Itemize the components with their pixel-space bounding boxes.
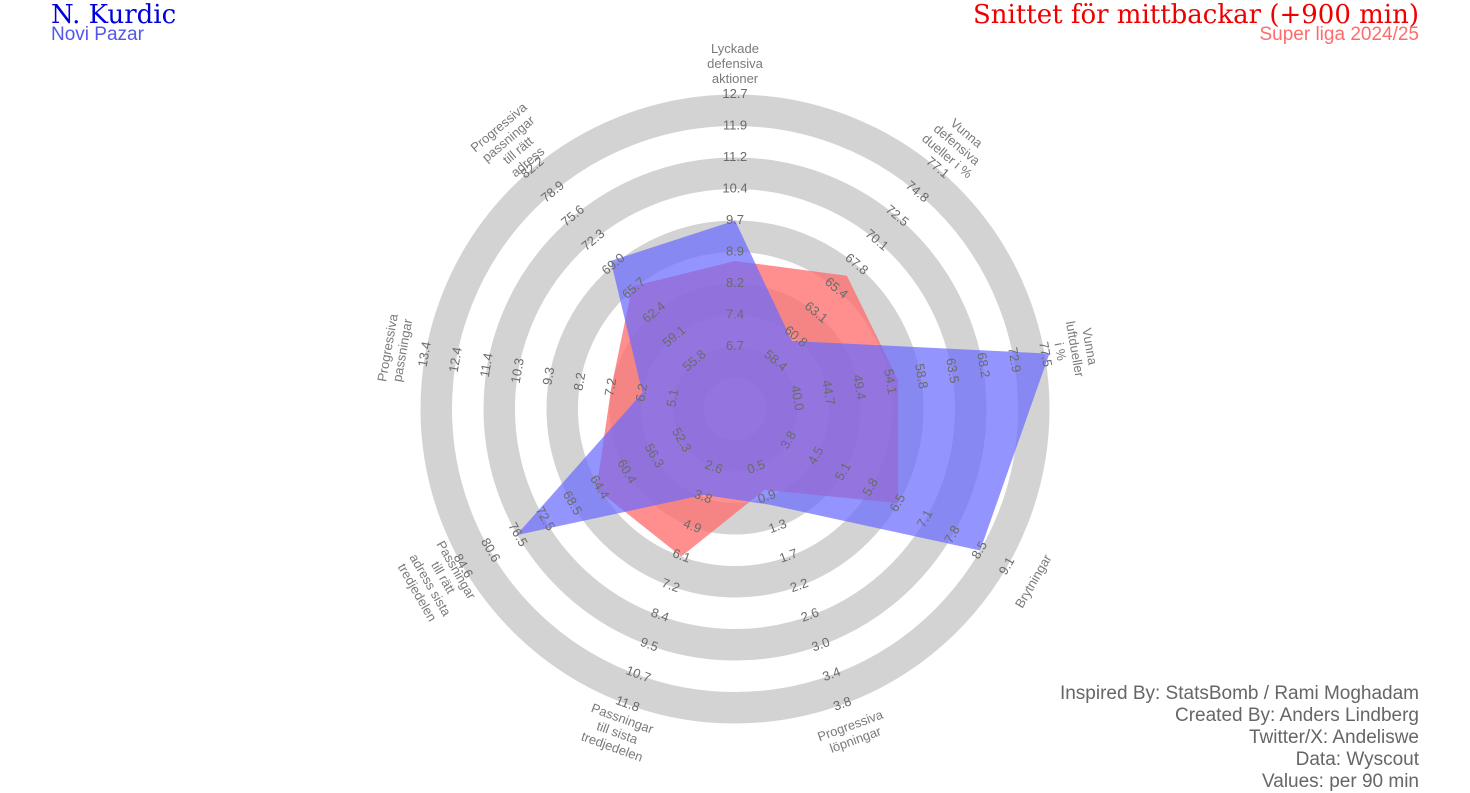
credit-created: Created By: Anders Lindberg xyxy=(1175,705,1419,726)
tick-label: 3.0 xyxy=(810,634,832,654)
axis-label: Progressivalöpningar xyxy=(815,706,890,758)
tick-label: 0.5 xyxy=(745,457,767,477)
credit-data: Data: Wyscout xyxy=(1295,749,1419,770)
tick-label: 7.2 xyxy=(660,575,682,595)
credit-values: Values: per 90 min xyxy=(1261,771,1419,792)
radar-area-player xyxy=(516,220,1050,551)
tick-label: 54.1 xyxy=(881,368,900,396)
tick-label: 11.9 xyxy=(723,117,747,132)
tick-label: 0.9 xyxy=(756,486,778,506)
axis-label: Progressivapassningar xyxy=(374,312,416,386)
tick-label: 2.2 xyxy=(788,575,810,595)
tick-label: 77.5 xyxy=(1036,340,1055,368)
tick-label: 8.4 xyxy=(649,605,671,625)
tick-label: 3.8 xyxy=(692,486,714,506)
credit-inspired: Inspired By: StatsBomb / Rami Moghadam xyxy=(1059,683,1419,704)
tick-label: 58.8 xyxy=(912,362,931,390)
tick-label: 3.4 xyxy=(820,664,842,684)
tick-label: 1.7 xyxy=(777,545,799,565)
player-team: Novi Pazar xyxy=(51,24,144,45)
tick-label: 9.3 xyxy=(539,366,557,386)
player-name: N. Kurdic xyxy=(51,0,177,30)
tick-label: 44.7 xyxy=(819,379,838,407)
tick-label: 10.3 xyxy=(508,357,527,385)
tick-label: 7.4 xyxy=(726,306,744,321)
tick-label: 49.4 xyxy=(850,373,869,401)
tick-label: 4.9 xyxy=(681,516,703,536)
tick-label: 9.7 xyxy=(726,212,744,227)
credit-twitter: Twitter/X: Andeliswe xyxy=(1248,727,1419,748)
tick-label: 8.2 xyxy=(570,371,588,391)
tick-label: 6.1 xyxy=(671,545,693,565)
tick-label: 6.2 xyxy=(632,382,650,402)
tick-label: 3.8 xyxy=(831,693,853,713)
tick-label: 72.9 xyxy=(1005,346,1024,374)
tick-label: 7.2 xyxy=(601,377,619,397)
tick-label: 6.7 xyxy=(726,338,744,353)
tick-label: 10.4 xyxy=(722,180,747,195)
tick-label: 40.0 xyxy=(788,384,807,412)
tick-label: 13.4 xyxy=(415,340,434,368)
tick-label: 63.5 xyxy=(943,357,962,385)
radar-areas xyxy=(516,220,1050,557)
axis-label: Lyckade defensiva aktioner xyxy=(707,41,763,86)
tick-label: 8.9 xyxy=(726,243,744,258)
tick-label: 11.2 xyxy=(723,149,747,164)
tick-label: 68.2 xyxy=(974,351,993,379)
tick-label: 2.6 xyxy=(799,605,821,625)
tick-label: 8.2 xyxy=(726,275,744,290)
tick-label: 1.3 xyxy=(766,516,788,536)
tick-label: 2.6 xyxy=(703,457,725,477)
comparison-title: Snittet för mittbackar (+900 min) xyxy=(972,0,1419,30)
credits-block: Inspired By: StatsBomb / Rami Moghadam C… xyxy=(1060,683,1419,793)
tick-label: 12.7 xyxy=(722,86,747,101)
league-subtitle: Super liga 2024/25 xyxy=(1259,24,1419,45)
tick-label: 5.1 xyxy=(663,388,681,408)
tick-label: 9.5 xyxy=(638,634,660,654)
tick-label: 11.4 xyxy=(477,352,496,379)
tick-label: 12.4 xyxy=(446,346,465,374)
radar-ring-5 xyxy=(420,94,1050,724)
axis-label: Vunnaluftduelleri % xyxy=(1048,317,1102,381)
axis-label: Brytningar xyxy=(1012,551,1055,610)
